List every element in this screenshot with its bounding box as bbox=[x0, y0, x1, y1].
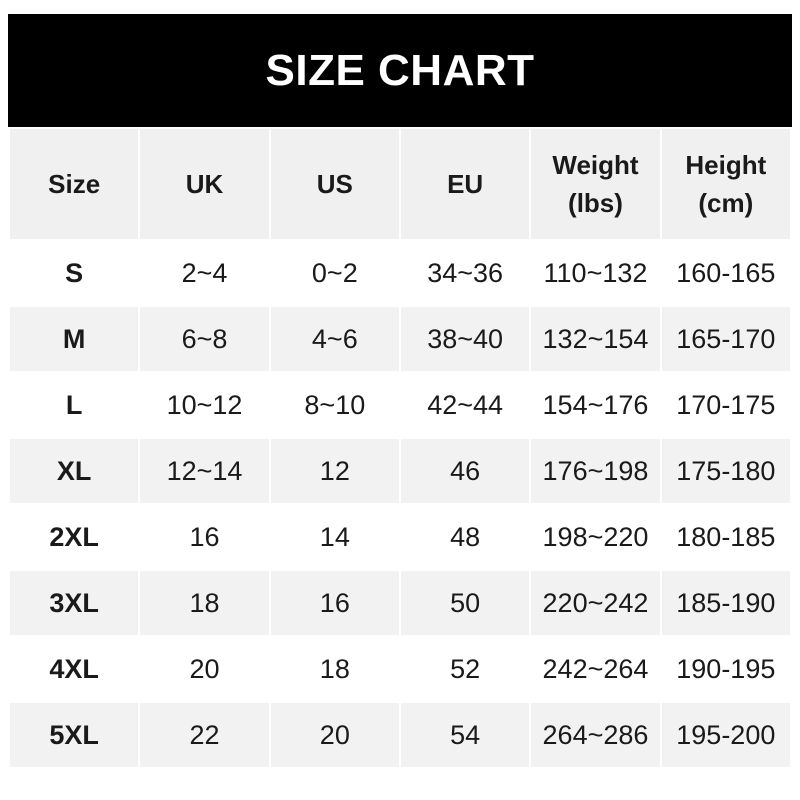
cell-size: 3XL bbox=[7, 569, 141, 637]
header-row: Size UK US EU Weight (lbs) Height (cm) bbox=[7, 127, 793, 241]
column-header-text: US bbox=[316, 169, 353, 199]
cell-eu: 46 bbox=[398, 437, 532, 505]
cell-us: 4~6 bbox=[268, 305, 401, 373]
cell-uk: 2~4 bbox=[138, 239, 271, 307]
cell-weight: 220~242 bbox=[529, 569, 662, 637]
cell-height: 195-200 bbox=[659, 701, 793, 769]
column-header-weight: Weight (lbs) bbox=[529, 127, 662, 241]
cell-uk: 10~12 bbox=[138, 371, 271, 439]
cell-eu: 42~44 bbox=[398, 371, 532, 439]
cell-weight: 154~176 bbox=[529, 371, 662, 439]
table-row: S 2~4 0~2 34~36 110~132 160-165 bbox=[7, 239, 793, 307]
cell-eu: 48 bbox=[398, 503, 532, 571]
cell-weight: 264~286 bbox=[529, 701, 662, 769]
cell-height: 165-170 bbox=[659, 305, 793, 373]
cell-weight: 110~132 bbox=[529, 239, 662, 307]
table-row: 2XL 16 14 48 198~220 180-185 bbox=[7, 503, 793, 571]
cell-height: 185-190 bbox=[659, 569, 793, 637]
cell-uk: 16 bbox=[138, 503, 271, 571]
cell-us: 18 bbox=[268, 635, 401, 703]
size-chart-table: Size UK US EU Weight (lbs) Height (cm) S 2~4 0~2 3… bbox=[7, 127, 793, 769]
column-header-height: Height (cm) bbox=[659, 127, 793, 241]
cell-us: 20 bbox=[268, 701, 401, 769]
column-header-uk: UK bbox=[138, 127, 271, 241]
cell-uk: 20 bbox=[138, 635, 271, 703]
cell-weight: 242~264 bbox=[529, 635, 662, 703]
cell-eu: 38~40 bbox=[398, 305, 532, 373]
column-header-text: (cm) bbox=[698, 188, 754, 218]
cell-size: XL bbox=[7, 437, 141, 505]
cell-uk: 6~8 bbox=[138, 305, 271, 373]
table-row: M 6~8 4~6 38~40 132~154 165-170 bbox=[7, 305, 793, 373]
cell-size: S bbox=[7, 239, 141, 307]
cell-size: 4XL bbox=[7, 635, 141, 703]
table-row: L 10~12 8~10 42~44 154~176 170-175 bbox=[7, 371, 793, 439]
cell-eu: 54 bbox=[398, 701, 532, 769]
table-row: 4XL 20 18 52 242~264 190-195 bbox=[7, 635, 793, 703]
column-header-text: EU bbox=[447, 169, 484, 199]
cell-uk: 22 bbox=[138, 701, 271, 769]
cell-height: 175-180 bbox=[659, 437, 793, 505]
table-row: 5XL 22 20 54 264~286 195-200 bbox=[7, 701, 793, 769]
cell-us: 12 bbox=[268, 437, 401, 505]
table-row: XL 12~14 12 46 176~198 175-180 bbox=[7, 437, 793, 505]
cell-height: 180-185 bbox=[659, 503, 793, 571]
column-header-eu: EU bbox=[398, 127, 532, 241]
cell-eu: 50 bbox=[398, 569, 532, 637]
cell-uk: 18 bbox=[138, 569, 271, 637]
cell-weight: 176~198 bbox=[529, 437, 662, 505]
cell-size: L bbox=[7, 371, 141, 439]
column-header-us: US bbox=[268, 127, 401, 241]
cell-size: 2XL bbox=[7, 503, 141, 571]
cell-uk: 12~14 bbox=[138, 437, 271, 505]
cell-us: 0~2 bbox=[268, 239, 401, 307]
column-header-text: (lbs) bbox=[568, 188, 623, 218]
column-header-text: Height bbox=[685, 150, 767, 180]
cell-weight: 132~154 bbox=[529, 305, 662, 373]
cell-size: M bbox=[7, 305, 141, 373]
cell-eu: 34~36 bbox=[398, 239, 532, 307]
table-row: 3XL 18 16 50 220~242 185-190 bbox=[7, 569, 793, 637]
column-header-text: Weight bbox=[552, 150, 639, 180]
cell-us: 14 bbox=[268, 503, 401, 571]
size-chart-title: SIZE CHART bbox=[8, 14, 792, 127]
cell-size: 5XL bbox=[7, 701, 141, 769]
column-header-size: Size bbox=[7, 127, 141, 241]
column-header-text: Size bbox=[48, 169, 101, 199]
cell-height: 160-165 bbox=[659, 239, 793, 307]
cell-weight: 198~220 bbox=[529, 503, 662, 571]
cell-height: 170-175 bbox=[659, 371, 793, 439]
cell-eu: 52 bbox=[398, 635, 532, 703]
column-header-text: UK bbox=[185, 169, 224, 199]
cell-us: 8~10 bbox=[268, 371, 401, 439]
cell-height: 190-195 bbox=[659, 635, 793, 703]
cell-us: 16 bbox=[268, 569, 401, 637]
